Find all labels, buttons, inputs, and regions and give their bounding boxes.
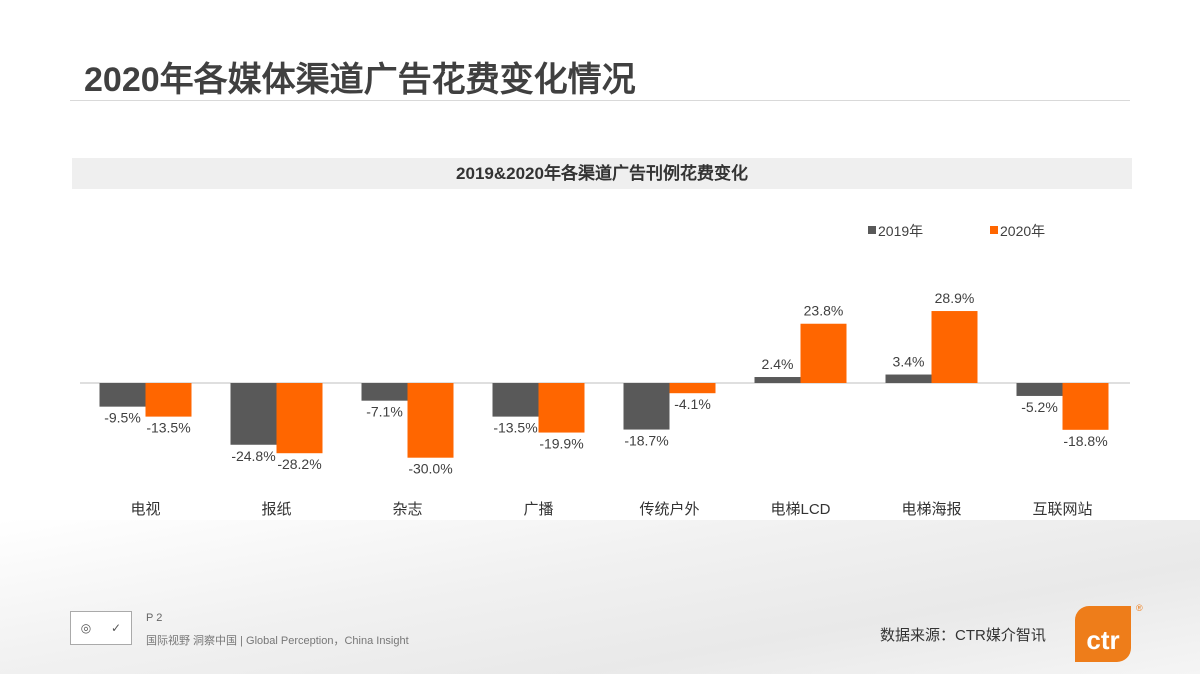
bar-2019年-电视 — [99, 383, 146, 407]
data-label: -28.2% — [277, 456, 321, 472]
data-label: -18.7% — [624, 433, 668, 449]
legend-label: 2019年 — [878, 223, 923, 239]
data-label: -13.5% — [146, 420, 190, 436]
legend-swatch — [990, 226, 998, 234]
bar-2019年-广播 — [492, 383, 539, 417]
data-label: 28.9% — [935, 290, 975, 306]
category-label: 电梯海报 — [901, 501, 961, 518]
bar-2020年-传统户外 — [669, 383, 716, 394]
sgs-icon: ◎ — [80, 621, 92, 635]
category-label: 杂志 — [392, 501, 422, 518]
bar-2020年-互联网站 — [1062, 383, 1109, 430]
bar-2019年-电梯海报 — [885, 374, 932, 383]
data-label: 2.4% — [762, 356, 794, 372]
data-label: -19.9% — [539, 436, 583, 452]
slogan: 国际视野 洞察中国 | Global Perception，China Insi… — [146, 635, 409, 647]
page-title: 2020年各媒体渠道广告花费变化情况 — [84, 61, 636, 99]
page-number: P 2 — [146, 612, 163, 624]
bar-2020年-电梯海报 — [931, 311, 978, 383]
bar-2020年-杂志 — [407, 383, 454, 458]
bar-2019年-报纸 — [230, 383, 277, 445]
check-icon: ✓ — [110, 621, 122, 635]
legend-label: 2020年 — [1000, 223, 1045, 239]
data-label: 23.8% — [804, 303, 844, 319]
logo-text: ctr — [1086, 625, 1120, 655]
bar-2019年-互联网站 — [1016, 383, 1063, 396]
background-pattern — [0, 520, 1200, 674]
category-label: 报纸 — [261, 501, 291, 518]
data-label: -30.0% — [408, 461, 452, 477]
bar-2020年-电梯LCD — [800, 323, 847, 383]
data-label: -9.5% — [104, 410, 141, 426]
data-source: 数据来源：CTR媒介智讯 — [880, 627, 1046, 644]
data-label: -13.5% — [493, 420, 537, 436]
data-label: 3.4% — [893, 354, 925, 370]
data-label: -7.1% — [366, 404, 403, 420]
category-label: 互联网站 — [1032, 501, 1092, 518]
bar-2020年-广播 — [538, 383, 585, 433]
title-divider — [70, 100, 1130, 101]
chart-title: 2019&2020年各渠道广告刊例花费变化 — [72, 158, 1132, 189]
data-label: -18.8% — [1063, 433, 1107, 449]
bar-2020年-报纸 — [276, 383, 323, 454]
category-label: 电梯LCD — [770, 501, 830, 518]
legend-swatch — [868, 226, 876, 234]
data-label: -24.8% — [231, 448, 275, 464]
bar-2019年-杂志 — [361, 383, 408, 401]
certification-logos: ◎ ✓ — [70, 611, 132, 645]
bar-2019年-电梯LCD — [754, 377, 801, 383]
bar-2020年-电视 — [145, 383, 192, 417]
registered-icon: ® — [1136, 603, 1143, 613]
data-label: -4.1% — [674, 396, 711, 412]
bar-2019年-传统户外 — [623, 383, 670, 430]
category-label: 电视 — [130, 501, 160, 518]
data-label: -5.2% — [1021, 399, 1058, 415]
category-label: 广播 — [523, 501, 553, 518]
ctr-logo: ctr — [1075, 606, 1131, 662]
category-label: 传统户外 — [639, 501, 699, 518]
